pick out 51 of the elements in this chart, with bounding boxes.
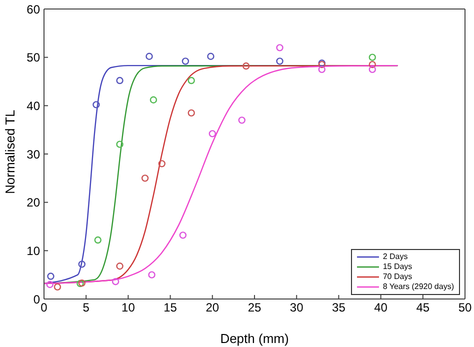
- point: [148, 271, 156, 278]
- point: [116, 76, 124, 84]
- point: [208, 130, 216, 138]
- point: [146, 52, 153, 60]
- point: [368, 66, 376, 74]
- point: [207, 52, 214, 60]
- point: [92, 101, 100, 108]
- y-tick-label: 20: [26, 196, 40, 210]
- x-tick-label: 20: [206, 300, 220, 315]
- point: [242, 62, 250, 70]
- x-tick-label: 30: [290, 300, 304, 315]
- x-tick-label: 5: [82, 300, 90, 315]
- y-tick-label: 30: [26, 147, 40, 162]
- x-tick-label: 50: [458, 300, 472, 315]
- y-axis-title: Normalised TL: [2, 110, 18, 194]
- point: [179, 232, 187, 239]
- x-tick-label: 15: [164, 300, 178, 315]
- point: [54, 283, 62, 291]
- point: [276, 58, 284, 65]
- point: [112, 278, 120, 286]
- point: [368, 60, 376, 68]
- point: [116, 140, 124, 148]
- point: [238, 116, 246, 124]
- point: [141, 174, 149, 182]
- legend-label: 15 Days: [382, 262, 412, 272]
- point: [78, 260, 86, 268]
- y-tick-label: 40: [26, 98, 40, 113]
- point: [318, 66, 326, 74]
- point: [368, 54, 376, 61]
- point: [150, 96, 158, 104]
- y-tick-label: 60: [26, 2, 40, 16]
- y-tick-label: 50: [26, 50, 40, 65]
- legend-label: 8 Years (2920 days): [382, 282, 454, 292]
- point: [188, 76, 195, 84]
- point: [182, 58, 190, 65]
- point: [94, 236, 102, 244]
- point: [116, 262, 124, 270]
- point: [158, 160, 166, 168]
- x-tick-label: 40: [374, 300, 388, 315]
- point: [47, 272, 54, 280]
- x-tick-label: 45: [416, 300, 430, 315]
- x-axis-title: Depth (mm): [220, 331, 289, 346]
- point: [46, 280, 54, 288]
- legend-label: 70 Days: [382, 272, 412, 282]
- point: [188, 109, 195, 117]
- x-tick-label: 35: [332, 300, 346, 315]
- x-tick-label: 25: [248, 300, 262, 315]
- y-tick-label: 10: [26, 244, 40, 258]
- x-tick-label: 10: [122, 300, 136, 315]
- legend-label: 2 Days: [382, 252, 408, 262]
- point: [276, 44, 284, 52]
